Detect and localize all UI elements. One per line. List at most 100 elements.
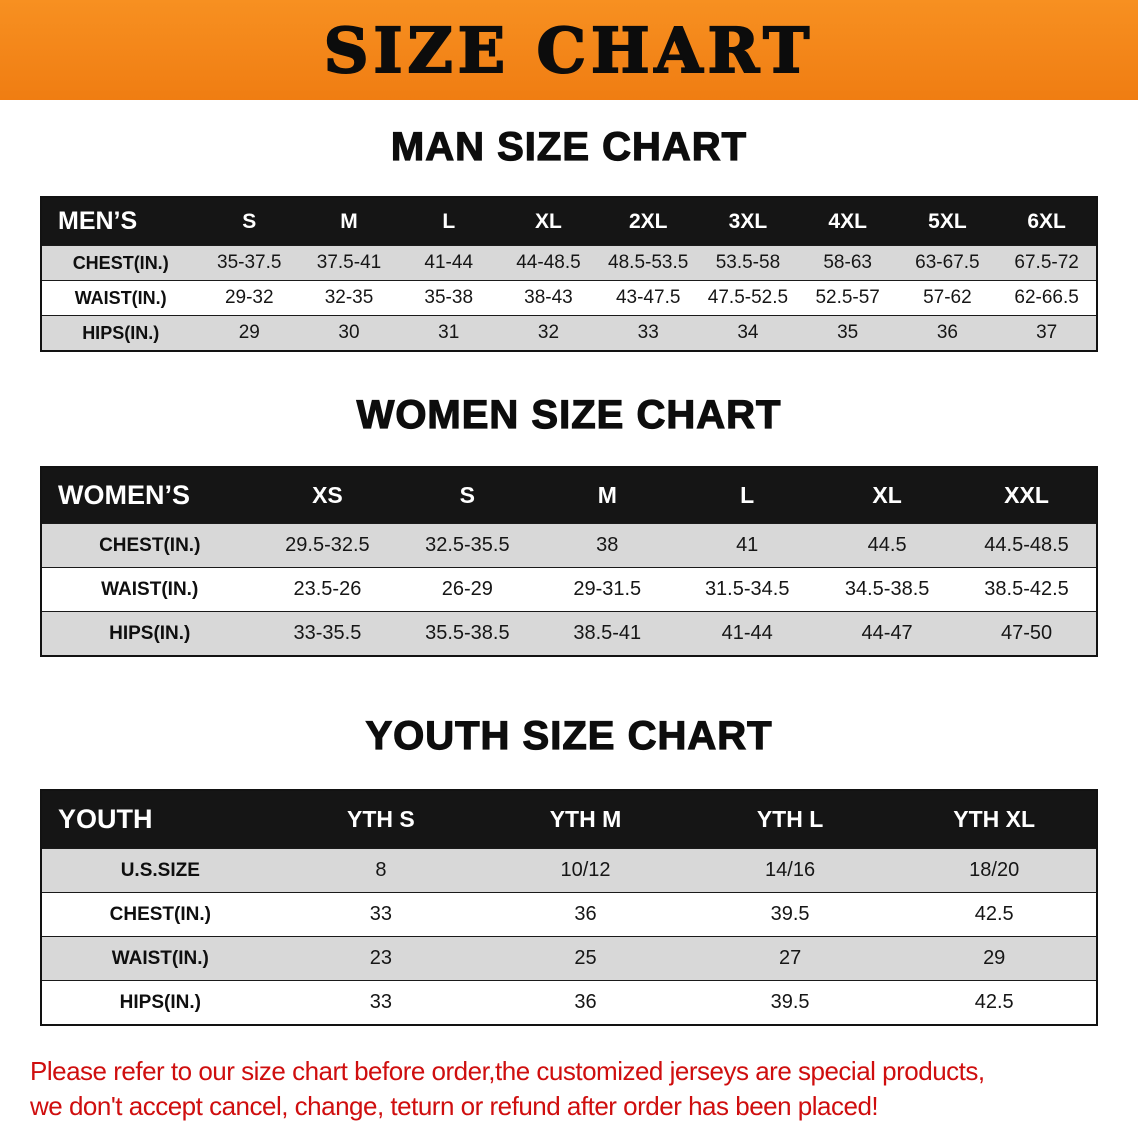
size-value: 34 [737, 322, 759, 343]
column-header: M [537, 467, 678, 524]
size-value: 36 [574, 991, 597, 1013]
table-title-cell: MEN’S [41, 197, 200, 246]
size-value: 57-62 [923, 287, 972, 308]
man-size-chart-heading: MAN SIZE CHART [390, 124, 748, 169]
women-size-chart-heading: WOMEN SIZE CHART [356, 392, 782, 437]
size-value: 58-63 [823, 252, 872, 273]
size-value: 33-35.5 [293, 622, 362, 644]
row-label: CHEST(IN.) [72, 252, 169, 273]
size-value: 41 [736, 534, 759, 556]
youth-size-chart-heading: YOUTH SIZE CHART [365, 713, 773, 758]
column-header: YTH XL [892, 790, 1097, 849]
size-value: 23.5-26 [293, 578, 362, 600]
size-value: 10/12 [560, 859, 611, 881]
column-header: YTH L [687, 790, 893, 849]
size-value: 35-38 [424, 287, 474, 308]
column-header: 2XL [598, 197, 699, 246]
size-value: 32.5-35.5 [425, 534, 510, 556]
table-row: CHEST(IN.) 29.5-32.5 32.5-35.5 38 41 44.5 44.5… [41, 523, 1097, 568]
disclaimer-line-2: we don't accept cancel, change, teturn o… [30, 1091, 879, 1122]
size-value: 37.5-41 [316, 252, 382, 273]
size-value: 47.5-52.5 [707, 287, 789, 308]
row-label: CHEST(IN.) [99, 534, 201, 556]
size-value: 48.5-53.5 [608, 252, 689, 273]
size-value: 42.5 [974, 991, 1014, 1013]
column-header: 5XL [897, 197, 998, 246]
size-value: 31 [438, 322, 460, 343]
column-header: YTH S [278, 790, 484, 849]
column-header: XXL [957, 467, 1097, 524]
size-value: 42.5 [974, 903, 1014, 925]
table-row: WAIST(IN.) 23 25 27 29 [41, 936, 1097, 981]
table-row: CHEST(IN.) 33 36 39.5 42.5 [41, 892, 1097, 937]
disclaimer-text: Please refer to our size chart before or… [30, 1054, 1110, 1124]
size-value: 39.5 [770, 991, 810, 1013]
column-header: L [398, 197, 499, 246]
row-label: CHEST(IN.) [109, 903, 211, 925]
size-value: 29-32 [224, 287, 274, 308]
row-label: WAIST(IN.) [101, 578, 199, 600]
size-value: 36 [574, 903, 597, 925]
size-value: 37 [1036, 322, 1058, 343]
table-row: WAIST(IN.) 23.5-26 26-29 29-31.5 31.5-34.5 34… [41, 567, 1097, 612]
size-value: 41-44 [424, 252, 474, 273]
size-value: 33 [369, 903, 393, 925]
man-size-chart-section: MAN SIZE CHART MEN’S S M L XL 2XL 3XL 4XL 5XL 6XL… [0, 124, 1138, 352]
column-header: S [199, 197, 300, 246]
column-header: 3XL [698, 197, 798, 246]
size-value: 35 [837, 322, 859, 343]
size-value: 38.5-42.5 [984, 578, 1069, 600]
size-value: 35.5-38.5 [425, 622, 510, 644]
size-value: 35-37.5 [217, 252, 282, 273]
size-value: 14/16 [765, 859, 816, 881]
size-value: 52.5-57 [815, 287, 880, 308]
size-value: 8 [375, 859, 387, 881]
size-value: 38 [596, 534, 619, 556]
size-value: 44.5 [867, 534, 907, 556]
size-value: 26-29 [441, 578, 493, 600]
size-value: 43-47.5 [615, 287, 681, 308]
size-value: 41-44 [721, 622, 773, 644]
size-value: 29-31.5 [573, 578, 642, 600]
column-header: 6XL [997, 197, 1097, 246]
size-value: 30 [338, 322, 360, 343]
size-value: 33 [637, 322, 659, 343]
youth-size-table: YOUTH YTH S YTH M YTH L YTH XL U.S.SIZE 8 10/12… [40, 789, 1098, 1026]
men-size-table: MEN’S S M L XL 2XL 3XL 4XL 5XL 6XL CHEST(IN.) 35-37… [40, 196, 1098, 352]
size-value: 44-48.5 [516, 252, 581, 273]
size-value: 38.5-41 [573, 622, 642, 644]
women-size-chart-section: WOMEN SIZE CHART WOMEN’S XS S M L XL XXL CHEST(… [0, 392, 1138, 657]
size-value: 29 [983, 947, 1006, 969]
size-value: 44-47 [861, 622, 913, 644]
row-label: HIPS(IN.) [82, 322, 160, 343]
row-label: U.S.SIZE [120, 859, 200, 881]
size-value: 25 [574, 947, 597, 969]
size-value: 67.5-72 [1014, 252, 1079, 273]
size-value: 47-50 [1000, 622, 1053, 644]
disclaimer-line-1: Please refer to our size chart before or… [30, 1056, 985, 1086]
size-value: 62-66.5 [1014, 287, 1079, 308]
size-value: 32-35 [324, 287, 374, 308]
table-title-cell: WOMEN’S [41, 467, 258, 524]
size-value: 36 [936, 322, 958, 343]
column-header: M [299, 197, 399, 246]
table-row: CHEST(IN.) 35-37.5 37.5-41 41-44 44-48.5 48.5… [41, 245, 1097, 281]
size-value: 44.5-48.5 [984, 534, 1069, 556]
table-header-row: WOMEN’S XS S M L XL XXL [41, 467, 1097, 524]
size-value: 33 [369, 991, 393, 1013]
row-label: HIPS(IN.) [119, 991, 201, 1013]
column-header: L [677, 467, 818, 524]
table-title-cell: YOUTH [41, 790, 279, 849]
banner: SIZE CHART [0, 0, 1138, 100]
page-title: SIZE CHART [323, 13, 815, 88]
size-value: 27 [778, 947, 802, 969]
size-value: 29.5-32.5 [285, 534, 370, 556]
size-value: 63-67.5 [915, 252, 980, 273]
table-row: HIPS(IN.) 29 30 31 32 33 34 35 36 37 [41, 315, 1097, 351]
size-value: 38-43 [524, 287, 573, 308]
column-header: XS [257, 467, 398, 524]
row-label: HIPS(IN.) [109, 622, 191, 644]
column-header: 4XL [797, 197, 898, 246]
column-header: XL [498, 197, 599, 246]
